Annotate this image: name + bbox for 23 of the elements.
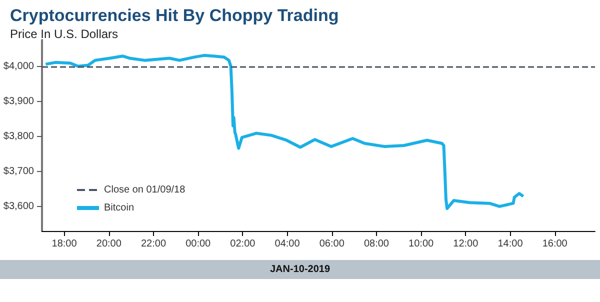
x-tick-label: 00:00 — [186, 238, 212, 250]
chart-subtitle: Price In U.S. Dollars — [10, 27, 118, 41]
line-series — [44, 54, 525, 210]
x-tick-label: 22:00 — [140, 238, 166, 250]
legend-label: Bitcoin — [104, 202, 134, 214]
y-tick-label: $3,600 — [3, 200, 34, 212]
x-tick-label: 18:00 — [52, 238, 78, 250]
x-tick-label: 14:00 — [498, 238, 524, 250]
y-tick-label: $4,000 — [3, 60, 34, 72]
x-tick-label: 08:00 — [364, 238, 390, 250]
y-tick-label: $3,900 — [3, 96, 34, 107]
y-tick-label: $3,700 — [3, 166, 34, 177]
x-tick-label: 02:00 — [230, 238, 256, 250]
legend-label: Close on 01/09/18 — [104, 184, 186, 196]
x-tick-label: 06:00 — [319, 238, 345, 250]
x-axis-title: JAN-10-2019 — [270, 264, 330, 275]
chart-title: Cryptocurrencies Hit By Choppy Trading — [10, 6, 339, 25]
x-tick-label: 12:00 — [453, 238, 479, 250]
x-tick-label: 20:00 — [96, 238, 122, 250]
x-tick-label: 10:00 — [408, 238, 434, 250]
x-tick-label: 16:00 — [542, 238, 568, 250]
x-tick-label: 04:00 — [274, 238, 300, 250]
y-tick-label: $3,800 — [3, 130, 34, 142]
